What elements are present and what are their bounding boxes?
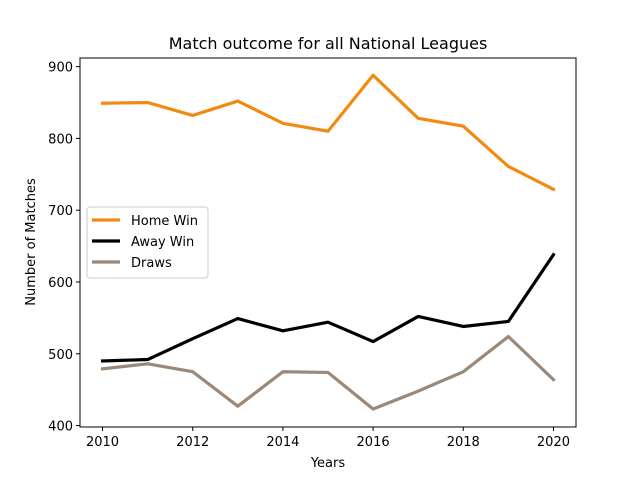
y-tick-label: 800 xyxy=(48,132,73,147)
plot-area xyxy=(100,73,556,411)
legend-box xyxy=(86,206,209,279)
y-tick-label: 700 xyxy=(48,204,73,219)
series-line-home-win xyxy=(100,73,556,192)
chart-title: Match outcome for all National Leagues xyxy=(169,34,488,53)
x-tick-label: 2020 xyxy=(537,435,570,450)
plot-frame xyxy=(79,57,577,428)
y-tick-label: 900 xyxy=(48,61,73,76)
x-tick-label: 2014 xyxy=(266,435,299,450)
legend-label-away-win: Away Win xyxy=(131,235,194,250)
x-tick-label: 2016 xyxy=(357,435,390,450)
x-tick-label: 2010 xyxy=(86,435,119,450)
y-tick-label: 400 xyxy=(48,420,73,435)
legend: Home Win Away Win Draws xyxy=(86,206,209,279)
y-tick-label: 600 xyxy=(48,276,73,291)
y-axis-label: Number of Matches xyxy=(24,178,39,306)
y-axis: 400 500 600 700 800 900 xyxy=(48,61,80,435)
legend-label-home-win: Home Win xyxy=(131,214,198,229)
x-axis-label: Years xyxy=(310,456,346,471)
x-axis: 2010 2012 2014 2016 2018 2020 xyxy=(86,427,570,450)
y-tick-label: 500 xyxy=(48,348,73,363)
x-tick-label: 2012 xyxy=(176,435,209,450)
series-line-draws xyxy=(100,334,556,411)
x-tick-label: 2018 xyxy=(447,435,480,450)
legend-label-draws: Draws xyxy=(131,256,172,271)
series-line-away-win xyxy=(100,252,556,363)
